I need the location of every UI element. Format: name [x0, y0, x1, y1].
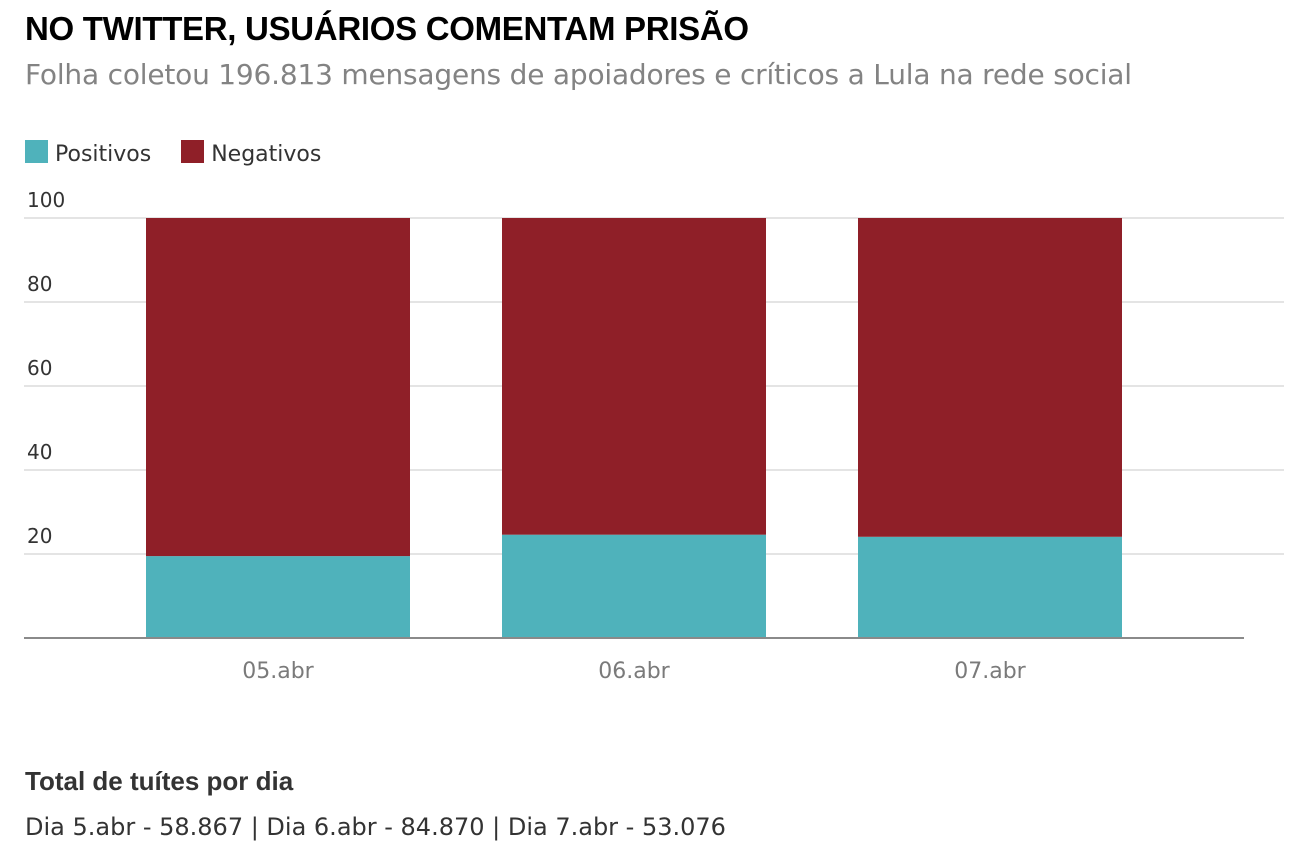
legend-item-negativos: Negativos: [181, 140, 322, 167]
x-tick-label-2: 06.abr: [598, 659, 670, 684]
x-tick-label-1: 05.abr: [242, 659, 314, 684]
legend-label-positivos: Positivos: [55, 142, 152, 167]
footer-heading: Total de tuítes por dia: [25, 766, 294, 796]
legend-swatch-positivos: [25, 140, 48, 163]
y-tick-label-20: 20: [27, 524, 52, 548]
legend-label-negativos: Negativos: [211, 142, 322, 167]
legend: Positivos Negativos: [25, 140, 351, 167]
legend-item-positivos: Positivos: [25, 140, 152, 167]
y-tick-label-60: 60: [27, 356, 52, 380]
bar-positivos-2: [502, 534, 766, 638]
bar-negativos-1: [146, 218, 410, 557]
legend-swatch-negativos: [181, 140, 205, 163]
y-tick-label-100: 100: [27, 188, 65, 212]
bar-positivos-1: [146, 556, 410, 638]
bar-negativos-3: [858, 218, 1122, 537]
chart-title: NO TWITTER, USUÁRIOS COMENTAM PRISÃO: [25, 10, 749, 47]
footer-totals: Dia 5.abr - 58.867 | Dia 6.abr - 84.870 …: [25, 813, 726, 841]
stacked-bar-chart: 20 40 60 80 100 05.abr 06.abr 07.abr: [24, 188, 1284, 684]
y-tick-label-40: 40: [27, 440, 52, 464]
chart-subtitle: Folha coletou 196.813 mensagens de apoia…: [25, 58, 1132, 91]
bar-negativos-2: [502, 218, 766, 535]
bar-positivos-3: [858, 536, 1122, 638]
y-tick-label-80: 80: [27, 272, 52, 296]
x-tick-label-3: 07.abr: [954, 659, 1026, 684]
